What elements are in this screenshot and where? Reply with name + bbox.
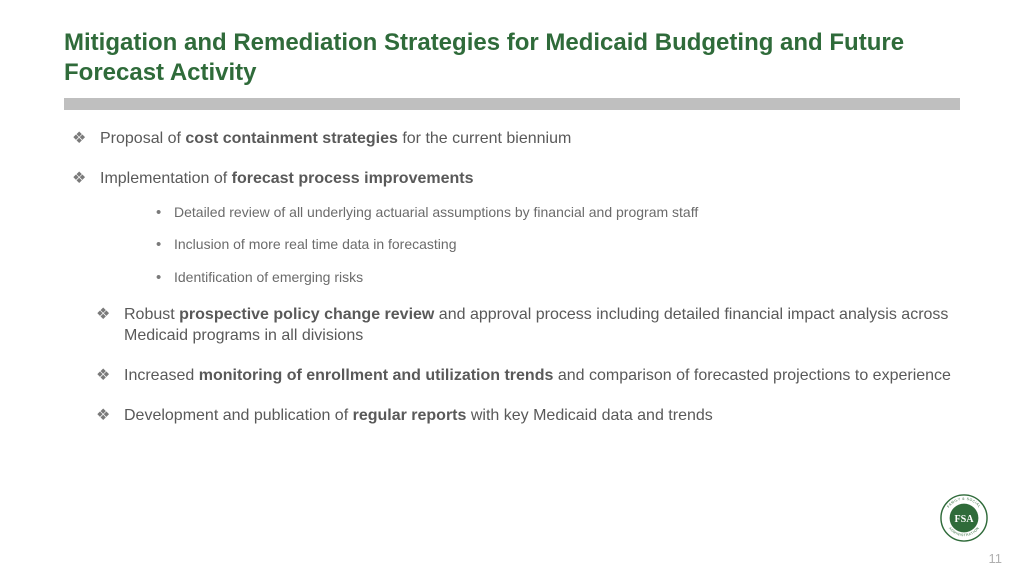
- bullet-list: Proposal of cost containment strategies …: [64, 128, 960, 426]
- bullet-pre-text: Development and publication of: [124, 407, 353, 424]
- bullet-item: Robust prospective policy change review …: [88, 304, 960, 347]
- bullet-post-text: with key Medicaid data and trends: [466, 407, 712, 424]
- bullet-item: Implementation of forecast process impro…: [64, 168, 960, 286]
- bullet-pre-text: Implementation of: [100, 170, 232, 187]
- bullet-item: Development and publication of regular r…: [88, 405, 960, 427]
- slide-container: Mitigation and Remediation Strategies fo…: [0, 0, 1024, 426]
- title-divider: [64, 98, 960, 110]
- bullet-bold-text: prospective policy change review: [179, 306, 434, 323]
- sub-bullet-item: Detailed review of all underlying actuar…: [100, 203, 960, 221]
- slide-title: Mitigation and Remediation Strategies fo…: [64, 28, 960, 88]
- bullet-post-text: for the current biennium: [398, 130, 571, 147]
- bullet-item: Increased monitoring of enrollment and u…: [88, 365, 960, 387]
- sub-bullet-item: Inclusion of more real time data in fore…: [100, 235, 960, 253]
- bullet-pre-text: Increased: [124, 367, 199, 384]
- bullet-bold-text: cost containment strategies: [185, 130, 398, 147]
- bullet-bold-text: monitoring of enrollment and utilization…: [199, 367, 554, 384]
- bullet-post-text: and comparison of forecasted projections…: [553, 367, 951, 384]
- bullet-pre-text: Proposal of: [100, 130, 185, 147]
- bullet-item: Proposal of cost containment strategies …: [64, 128, 960, 150]
- fssa-logo: FSA FAMILY & SOCIAL ADMINISTRATION: [940, 494, 988, 542]
- bullet-bold-text: regular reports: [353, 407, 467, 424]
- logo-monogram: FSA: [954, 514, 974, 525]
- bullet-pre-text: Robust: [124, 306, 179, 323]
- sub-bullet-list: Detailed review of all underlying actuar…: [100, 203, 960, 286]
- sub-bullet-item: Identification of emerging risks: [100, 268, 960, 286]
- bullet-bold-text: forecast process improvements: [232, 170, 474, 187]
- page-number: 11: [989, 551, 1003, 566]
